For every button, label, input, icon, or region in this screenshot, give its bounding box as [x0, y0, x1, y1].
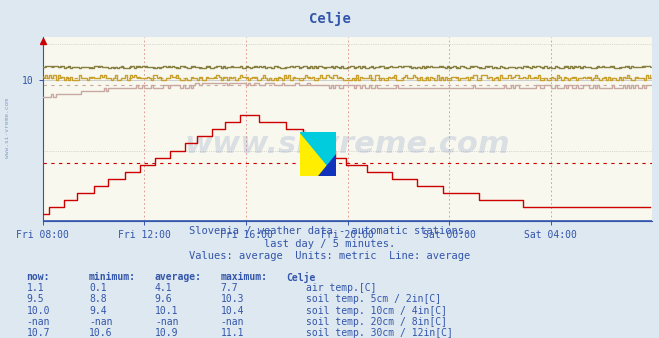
- Text: soil temp. 5cm / 2in[C]: soil temp. 5cm / 2in[C]: [306, 294, 442, 305]
- Text: soil temp. 20cm / 8in[C]: soil temp. 20cm / 8in[C]: [306, 317, 447, 327]
- Text: 10.6: 10.6: [89, 328, 113, 338]
- Text: 8.8: 8.8: [89, 294, 107, 305]
- Text: 9.5: 9.5: [26, 294, 44, 305]
- Polygon shape: [318, 154, 336, 176]
- Text: 4.1: 4.1: [155, 283, 173, 293]
- Text: 7.7: 7.7: [221, 283, 239, 293]
- Text: Values: average  Units: metric  Line: average: Values: average Units: metric Line: aver…: [189, 251, 470, 261]
- Text: Celje: Celje: [308, 12, 351, 26]
- Polygon shape: [300, 132, 336, 176]
- Text: 1.1: 1.1: [26, 283, 44, 293]
- Text: 10.9: 10.9: [155, 328, 179, 338]
- Polygon shape: [300, 132, 336, 176]
- Text: last day / 5 minutes.: last day / 5 minutes.: [264, 239, 395, 249]
- Text: -nan: -nan: [26, 317, 50, 327]
- Text: air temp.[C]: air temp.[C]: [306, 283, 377, 293]
- Text: -nan: -nan: [89, 317, 113, 327]
- Text: 11.1: 11.1: [221, 328, 244, 338]
- Text: www.si-vreme.com: www.si-vreme.com: [185, 129, 511, 159]
- Text: 0.1: 0.1: [89, 283, 107, 293]
- Text: -nan: -nan: [221, 317, 244, 327]
- Text: Slovenia / weather data - automatic stations.: Slovenia / weather data - automatic stat…: [189, 226, 470, 237]
- Text: now:: now:: [26, 272, 50, 282]
- Text: 10.4: 10.4: [221, 306, 244, 316]
- Text: 10.3: 10.3: [221, 294, 244, 305]
- Text: 9.4: 9.4: [89, 306, 107, 316]
- Text: soil temp. 10cm / 4in[C]: soil temp. 10cm / 4in[C]: [306, 306, 447, 316]
- Text: soil temp. 30cm / 12in[C]: soil temp. 30cm / 12in[C]: [306, 328, 453, 338]
- Text: -nan: -nan: [155, 317, 179, 327]
- Text: minimum:: minimum:: [89, 272, 136, 282]
- Text: 9.6: 9.6: [155, 294, 173, 305]
- Text: maximum:: maximum:: [221, 272, 268, 282]
- Text: 10.7: 10.7: [26, 328, 50, 338]
- Text: 10.0: 10.0: [26, 306, 50, 316]
- Text: www.si-vreme.com: www.si-vreme.com: [5, 98, 11, 159]
- Text: 10.1: 10.1: [155, 306, 179, 316]
- Text: average:: average:: [155, 272, 202, 282]
- Text: Celje: Celje: [287, 272, 316, 283]
